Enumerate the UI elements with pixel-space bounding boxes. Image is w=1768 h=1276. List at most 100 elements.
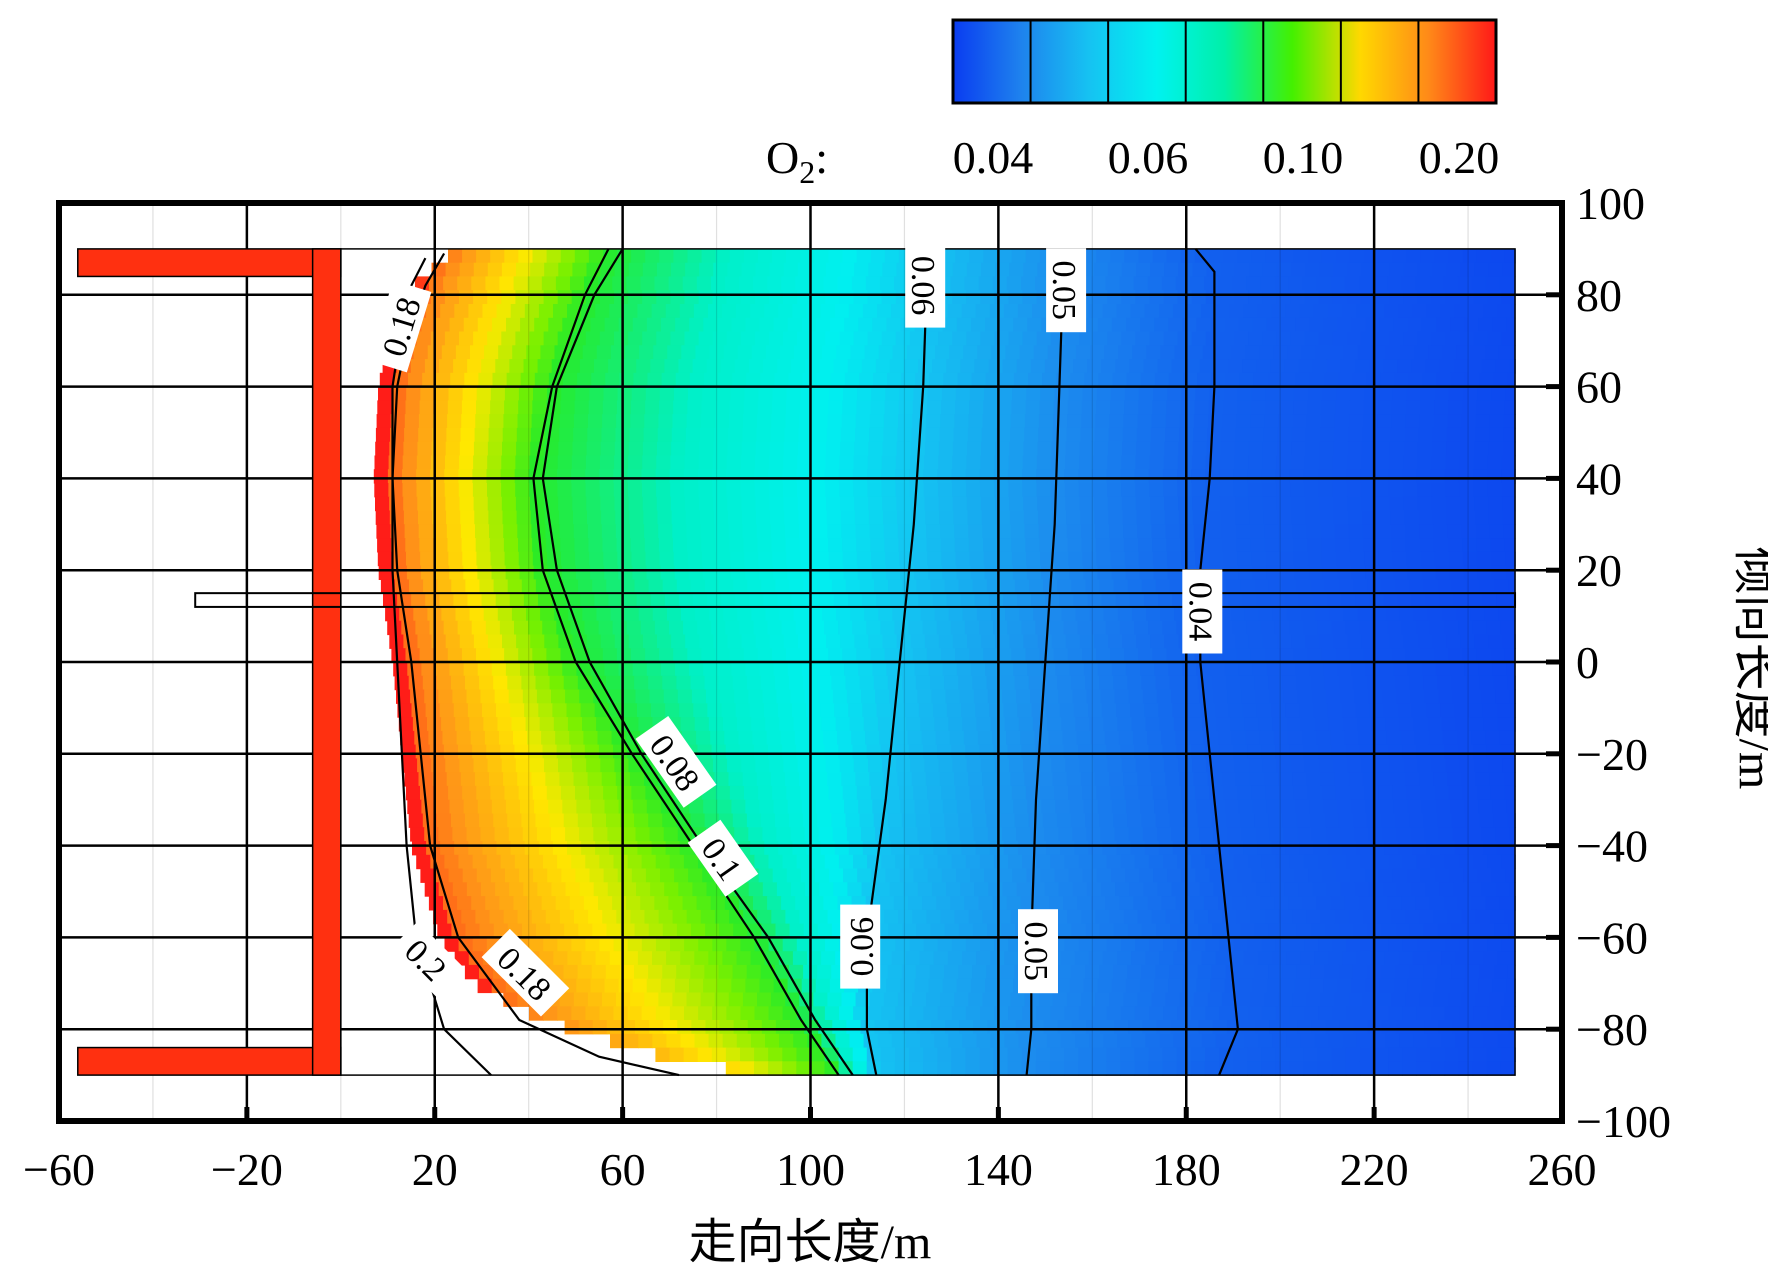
heatmap-cell xyxy=(983,551,999,567)
heatmap-cell xyxy=(914,978,930,994)
heatmap-cell xyxy=(1023,441,1039,457)
heatmap-cell xyxy=(700,427,715,443)
heatmap-cell xyxy=(1000,675,1016,691)
heatmap-cell xyxy=(628,262,644,278)
heatmap-cell xyxy=(951,937,967,952)
heatmap-cell xyxy=(1134,1061,1150,1076)
heatmap-cell xyxy=(632,978,648,994)
heatmap-cell xyxy=(1136,634,1151,649)
heatmap-cell xyxy=(851,730,866,746)
heatmap-cell xyxy=(1054,386,1070,401)
heatmap-cell xyxy=(439,703,455,718)
heatmap-cell xyxy=(961,841,977,856)
heatmap-cell xyxy=(635,827,651,842)
heatmap-cell xyxy=(1229,304,1244,319)
heatmap-cell xyxy=(491,565,507,580)
heatmap-cell xyxy=(882,496,897,512)
heatmap-cell xyxy=(1314,717,1330,732)
heatmap-cell xyxy=(944,923,960,938)
heatmap-cell xyxy=(1236,538,1252,553)
heatmap-cell xyxy=(1374,455,1390,470)
heatmap-cell xyxy=(1175,730,1190,746)
heatmap-cell xyxy=(929,964,945,980)
heatmap-cell xyxy=(898,909,913,925)
heatmap-cell xyxy=(642,483,657,498)
heatmap-cell xyxy=(1203,730,1219,746)
heatmap-cell xyxy=(835,1033,851,1049)
heatmap-cell xyxy=(743,414,758,429)
heatmap-cell xyxy=(1485,276,1501,291)
heatmap-cell xyxy=(1109,538,1125,553)
heatmap-cell xyxy=(479,964,494,980)
heatmap-cell xyxy=(530,262,545,278)
heatmap-cell xyxy=(1103,717,1119,732)
heatmap-cell xyxy=(1374,1006,1390,1021)
heatmap-cell xyxy=(1254,964,1269,980)
heatmap-cell xyxy=(1182,317,1197,333)
heatmap-cell xyxy=(1307,551,1323,567)
heatmap-cell xyxy=(419,538,435,553)
heatmap-cell xyxy=(717,799,732,815)
heatmap-cell xyxy=(880,1061,896,1076)
heatmap-cell xyxy=(1233,483,1249,498)
heatmap-cell xyxy=(1402,1061,1417,1076)
heatmap-cell xyxy=(391,551,407,567)
heatmap-cell xyxy=(589,551,604,567)
heatmap-cell xyxy=(1500,744,1516,759)
heatmap-cell xyxy=(1282,675,1297,691)
heatmap-cell xyxy=(909,1047,924,1062)
heatmap-cell xyxy=(1391,400,1407,415)
heatmap-cell xyxy=(1156,1020,1172,1035)
heatmap-cell xyxy=(1150,427,1166,443)
heatmap-cell xyxy=(1289,1061,1305,1076)
heatmap-cell xyxy=(1286,717,1302,732)
heatmap-cell xyxy=(1171,882,1187,897)
heatmap-cell xyxy=(1475,427,1490,443)
heatmap-cell xyxy=(776,827,792,842)
heatmap-cell xyxy=(917,827,933,842)
heatmap-cell xyxy=(1158,593,1173,608)
heatmap-cell xyxy=(1321,648,1337,663)
heatmap-cell xyxy=(927,551,942,567)
heatmap-cell xyxy=(982,992,998,1007)
heatmap-cell xyxy=(1333,496,1348,512)
heatmap-cell xyxy=(920,717,935,732)
heatmap-cell xyxy=(476,248,491,264)
heatmap-cell xyxy=(888,1020,904,1035)
heatmap-cell xyxy=(1236,648,1252,663)
heatmap-cell xyxy=(1259,345,1274,360)
heatmap-cell xyxy=(862,593,877,608)
heatmap-cell xyxy=(1252,565,1268,580)
heatmap-cell xyxy=(655,1006,671,1021)
heatmap-cell xyxy=(543,331,559,346)
heatmap-cell xyxy=(916,923,932,938)
heatmap-cell xyxy=(377,538,392,553)
heatmap-cell xyxy=(857,565,873,580)
heatmap-cell xyxy=(710,896,726,911)
heatmap-cell xyxy=(1247,744,1262,759)
heatmap-cell xyxy=(801,565,817,580)
heatmap-cell xyxy=(558,496,573,512)
heatmap-cell xyxy=(1222,400,1238,415)
y-tick-label: −40 xyxy=(1576,821,1648,872)
heatmap-cell xyxy=(636,359,651,374)
heatmap-cell xyxy=(709,606,724,622)
heatmap-cell xyxy=(1083,978,1099,994)
heatmap-cell xyxy=(1152,785,1168,801)
heatmap-cell xyxy=(743,648,759,663)
heatmap-cell xyxy=(589,386,605,401)
heatmap-cell xyxy=(612,896,627,911)
heatmap-cell xyxy=(1171,689,1186,704)
heatmap-cell xyxy=(1007,744,1023,759)
heatmap-cell xyxy=(757,992,772,1007)
heatmap-cell xyxy=(731,317,747,333)
heatmap-cell xyxy=(674,868,689,883)
heatmap-cell xyxy=(504,248,519,264)
heatmap-cell xyxy=(886,662,902,677)
heatmap-cell xyxy=(524,703,539,718)
heatmap-cell xyxy=(751,717,766,732)
heatmap-cell xyxy=(1403,262,1419,278)
heatmap-cell xyxy=(906,345,922,360)
heatmap-cell xyxy=(475,909,491,925)
heatmap-cell xyxy=(596,345,612,360)
